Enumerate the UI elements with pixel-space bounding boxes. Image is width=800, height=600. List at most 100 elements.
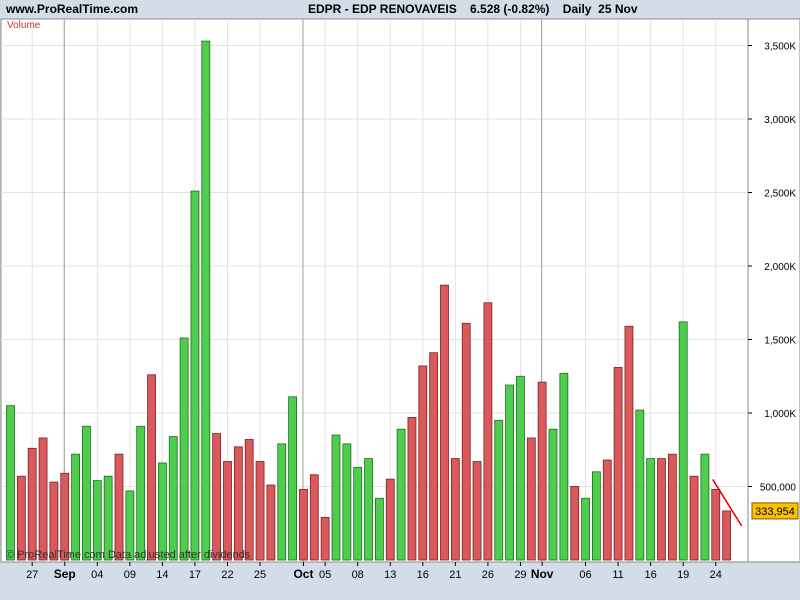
ytick-label: 2,000K (764, 262, 796, 273)
volume-bar (526, 437, 536, 561)
volume-bar (27, 447, 37, 561)
xtick-label: 09 (124, 569, 136, 581)
period: Daily (562, 2, 592, 16)
volume-bar (38, 437, 48, 561)
xtick-label: 04 (91, 569, 103, 581)
volume-bar (602, 459, 612, 561)
volume-bar (82, 425, 91, 561)
xtick-label: 26 (482, 569, 494, 581)
volume-bar (700, 453, 710, 561)
volume-bar (407, 417, 417, 561)
volume-bar (331, 434, 341, 561)
last-value-label: 333,954 (755, 506, 795, 518)
volume-bar (657, 458, 666, 561)
volume-bar (353, 466, 363, 561)
volume-bar (722, 510, 731, 561)
volume-bar (364, 458, 373, 561)
volume-bar (374, 497, 384, 561)
volume-bar (179, 337, 189, 561)
volume-bar (212, 433, 222, 561)
volume-bar (266, 484, 276, 561)
volume-bar (646, 458, 656, 561)
volume-bar (157, 462, 167, 561)
xtick-label: 21 (449, 569, 461, 581)
volume-bar (71, 453, 80, 561)
xtick-label: 16 (417, 569, 429, 581)
volume-bar (635, 409, 645, 561)
ytick-label: 3,500K (764, 42, 796, 53)
volume-bar (548, 428, 558, 561)
volume-bar (125, 490, 135, 561)
volume-bar (537, 381, 547, 561)
volume-bar (190, 190, 200, 561)
volume-bar (49, 481, 59, 561)
volume-bar (581, 497, 590, 561)
volume-bar (592, 471, 601, 561)
volume-bar (429, 352, 439, 561)
volume-bar (255, 461, 265, 561)
month-label: Nov (531, 567, 554, 581)
xtick-label: 17 (189, 569, 201, 581)
chart-header: www.ProRealTime.com EDPR - EDP RENOVAVEI… (0, 0, 800, 19)
xtick-label: 19 (677, 569, 689, 581)
volume-bar (494, 419, 504, 561)
xtick-label: 06 (579, 569, 591, 581)
volume-bar (342, 443, 352, 561)
xtick-label: 24 (710, 569, 722, 581)
volume-bar (136, 425, 146, 561)
volume-bar (6, 405, 15, 561)
volume-bar (288, 396, 298, 561)
volume-bar (613, 367, 623, 561)
volume-bars (6, 40, 731, 561)
xtick-label: 29 (514, 569, 526, 581)
x-axis-ticks: 27 Sep 04 09 14 17 22 25 Oct 05 08 13 16 21 26 29 Nov 06 1… (26, 562, 722, 581)
volume-bar (396, 428, 406, 561)
xtick-label: 27 (26, 569, 38, 581)
ytick-label: 3,000K (764, 115, 796, 126)
volume-bar (516, 375, 525, 561)
price-change: 6.528 (-0.82%) (470, 2, 550, 16)
xtick-label: 05 (319, 569, 331, 581)
volume-bar (667, 453, 677, 561)
volume-bar (624, 325, 634, 561)
volume-bar (244, 439, 254, 561)
site-url[interactable]: www.ProRealTime.com (6, 2, 139, 16)
volume-bar (277, 443, 287, 561)
volume-bar (483, 302, 493, 561)
xtick-label: 16 (645, 569, 657, 581)
volume-bar (450, 458, 460, 561)
panel-label: Volume (7, 20, 41, 31)
plot-area (0, 18, 749, 563)
volume-bar (418, 365, 428, 561)
volume-bar (472, 461, 482, 561)
volume-bar (168, 436, 178, 561)
xtick-label: 11 (612, 569, 623, 581)
xtick-label: 22 (221, 569, 233, 581)
volume-bar (223, 461, 232, 561)
volume-bar (505, 384, 515, 561)
axis-panel (747, 18, 800, 563)
ytick-label: 1,000K (764, 409, 796, 420)
volume-bar (711, 489, 721, 561)
ytick-label: 2,500K (764, 189, 796, 200)
volume-bar (309, 474, 319, 561)
chart-title: EDPR - EDP RENOVAVEIS 6.528 (-0.82%) Dai… (308, 2, 638, 16)
ytick-label: 1,500K (764, 336, 796, 347)
volume-bar (233, 446, 243, 561)
volume-bar (16, 475, 26, 561)
trend-line (712, 479, 743, 527)
volume-bar (114, 453, 124, 561)
y-axis-ticks: 500,000 1,000K 1,500K 2,000K 2,500K 3,000K 3,5… (748, 42, 796, 494)
volume-bar (320, 516, 330, 561)
footnote: © ProRealTime.com Data adjusted after di… (6, 549, 251, 561)
volume-bar (103, 475, 113, 561)
month-label: Sep (54, 567, 76, 581)
date: 25 Nov (598, 2, 638, 16)
month-label: Oct (293, 567, 313, 581)
ytick-label: 500,000 (760, 483, 797, 494)
xtick-label: 08 (352, 569, 364, 581)
volume-bar (60, 472, 70, 561)
last-value-marker: 333,954 (751, 502, 799, 520)
volume-bar (201, 40, 211, 561)
volume-bar (570, 486, 580, 561)
